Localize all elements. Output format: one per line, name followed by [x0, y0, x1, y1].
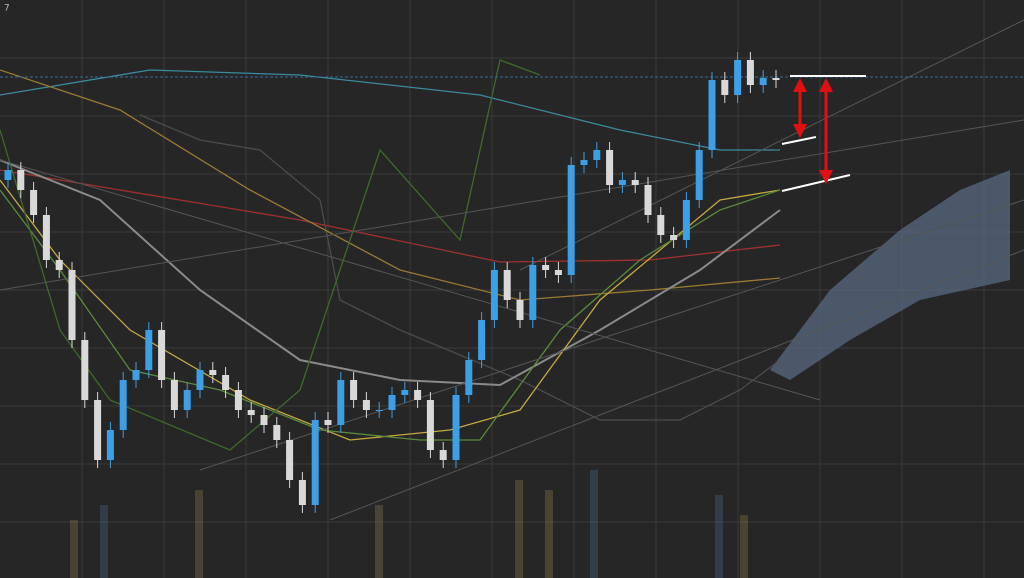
candle-body	[439, 450, 447, 460]
candle-body	[644, 185, 652, 215]
candle-body	[618, 180, 626, 185]
candle-body	[734, 60, 742, 95]
candle-body	[337, 380, 345, 425]
candle-body	[721, 80, 729, 95]
candle-body	[414, 390, 422, 400]
candle-body	[145, 330, 153, 370]
candle-body	[478, 320, 486, 360]
candle-body	[401, 390, 409, 395]
candle-body	[682, 200, 690, 240]
candle-body	[183, 390, 191, 410]
candle-body	[68, 270, 76, 340]
candle-body	[298, 480, 306, 505]
candle-body	[260, 415, 268, 425]
candle-body	[170, 380, 178, 410]
candle-body	[529, 265, 537, 320]
candle-body	[772, 78, 780, 80]
candle-body	[132, 370, 140, 380]
candle-body	[273, 425, 281, 440]
candle-body	[94, 400, 102, 460]
candle-body	[324, 420, 332, 425]
candle-body	[503, 270, 511, 300]
candle-body	[516, 300, 524, 320]
candle-body	[119, 380, 127, 430]
candle-body	[375, 410, 383, 411]
candle-body	[81, 340, 89, 400]
candle-body	[222, 375, 230, 390]
candle-body	[567, 165, 575, 275]
candle-body	[606, 150, 614, 185]
candle-body	[452, 395, 460, 460]
candle-body	[759, 78, 767, 85]
candle-body	[106, 430, 114, 460]
candle-body	[17, 170, 25, 190]
candle-body	[631, 180, 639, 185]
candle-body	[426, 400, 434, 450]
candle-body	[388, 395, 396, 410]
candle-body	[362, 400, 370, 410]
candle-body	[670, 235, 678, 240]
candle-body	[55, 260, 63, 270]
label: 7	[4, 4, 10, 14]
candle-body	[695, 150, 703, 200]
candle-body	[554, 270, 562, 275]
candle-body	[42, 215, 50, 260]
candle-body	[580, 160, 588, 165]
candle-body	[746, 60, 754, 85]
candle-body	[542, 265, 550, 270]
candle-body	[234, 390, 242, 410]
candle-body	[286, 440, 294, 480]
candle-body	[158, 330, 166, 380]
candle-body	[350, 380, 358, 400]
indicators	[0, 19, 1024, 521]
candle-body	[247, 410, 255, 415]
candle-body	[311, 420, 319, 505]
volume	[70, 470, 748, 578]
candle-body	[593, 150, 601, 160]
candle-body	[490, 270, 498, 320]
candle-body	[465, 360, 473, 395]
candle-body	[657, 215, 665, 235]
candle-body	[209, 370, 217, 375]
candle-body	[30, 190, 38, 215]
candle-body	[4, 170, 12, 180]
candle-body	[708, 80, 716, 150]
annotations	[781, 75, 866, 192]
candle-body	[196, 370, 204, 390]
